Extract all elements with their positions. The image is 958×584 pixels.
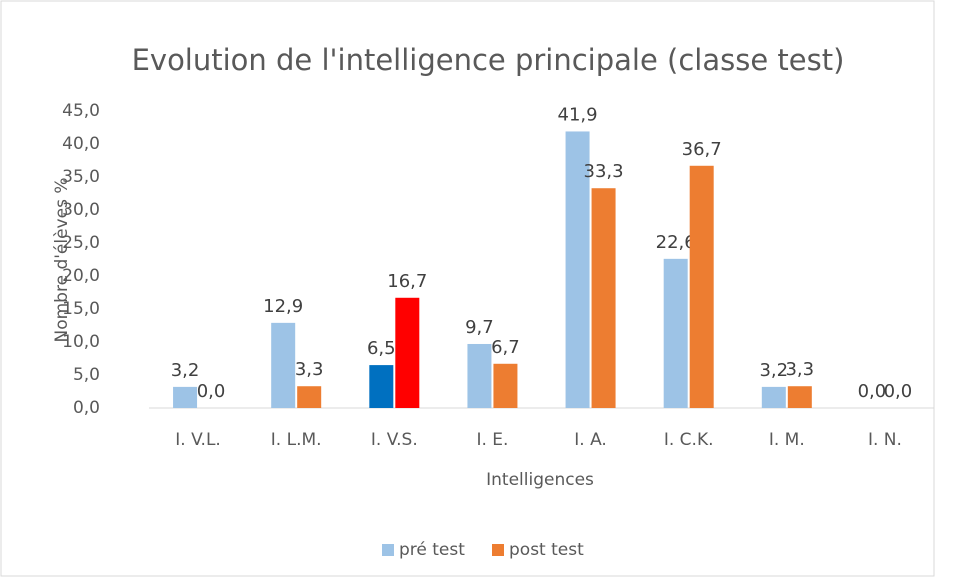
data-label: 6,7 xyxy=(491,337,520,358)
bar xyxy=(565,131,590,408)
bar xyxy=(467,343,492,408)
x-tick-label: I. N. xyxy=(868,430,902,450)
y-axis-title: Nombre d'élèves % xyxy=(52,178,72,343)
y-tick-label: 5,0 xyxy=(73,365,100,385)
data-label: 22,6 xyxy=(656,232,696,253)
bar xyxy=(271,322,296,408)
bar xyxy=(761,386,786,408)
bar xyxy=(663,258,688,408)
bar xyxy=(369,365,394,408)
data-label: 0,0 xyxy=(197,381,226,402)
chart-title: Evolution de l'intelligence principale (… xyxy=(132,43,845,77)
x-tick-label: I. V.S. xyxy=(371,430,418,450)
y-tick-label: 35,0 xyxy=(62,167,100,187)
data-label: 33,3 xyxy=(584,161,624,182)
bar xyxy=(493,363,518,408)
legend-swatch xyxy=(382,544,394,556)
legend-label: post test xyxy=(509,540,584,560)
chart-frame xyxy=(0,0,935,577)
x-tick-label: I. C.K. xyxy=(664,430,714,450)
y-tick-label: 10,0 xyxy=(62,332,100,352)
data-label: 16,7 xyxy=(387,271,427,292)
data-label: 3,2 xyxy=(759,360,788,381)
y-tick-label: 0,0 xyxy=(73,398,100,418)
bar xyxy=(591,188,616,408)
data-label: 0,0 xyxy=(884,381,913,402)
data-label: 3,2 xyxy=(171,360,200,381)
y-tick-label: 20,0 xyxy=(62,266,100,286)
data-label: 12,9 xyxy=(263,296,303,317)
bar xyxy=(173,386,198,408)
bar xyxy=(787,386,812,408)
x-tick-label: I. E. xyxy=(476,430,508,450)
legend-label: pré test xyxy=(399,540,465,560)
bar xyxy=(297,386,322,408)
data-label: 6,5 xyxy=(367,338,396,359)
y-tick-label: 15,0 xyxy=(62,299,100,319)
legend-swatch xyxy=(492,544,504,556)
data-label: 9,7 xyxy=(465,317,494,338)
y-tick-label: 25,0 xyxy=(62,233,100,253)
x-tick-label: I. V.L. xyxy=(175,430,221,450)
data-label: 0,0 xyxy=(858,381,887,402)
data-label: 36,7 xyxy=(682,139,722,160)
data-label: 3,3 xyxy=(785,359,814,380)
y-tick-label: 45,0 xyxy=(62,101,100,121)
x-axis-title: Intelligences xyxy=(486,470,594,490)
x-tick-label: I. L.M. xyxy=(271,430,322,450)
x-tick-label: I. A. xyxy=(574,430,607,450)
bar xyxy=(689,165,714,408)
y-tick-label: 40,0 xyxy=(62,134,100,154)
data-label: 41,9 xyxy=(558,104,598,125)
x-tick-label: I. M. xyxy=(769,430,805,450)
data-label: 3,3 xyxy=(295,359,324,380)
bar xyxy=(395,297,420,408)
y-tick-label: 30,0 xyxy=(62,200,100,220)
